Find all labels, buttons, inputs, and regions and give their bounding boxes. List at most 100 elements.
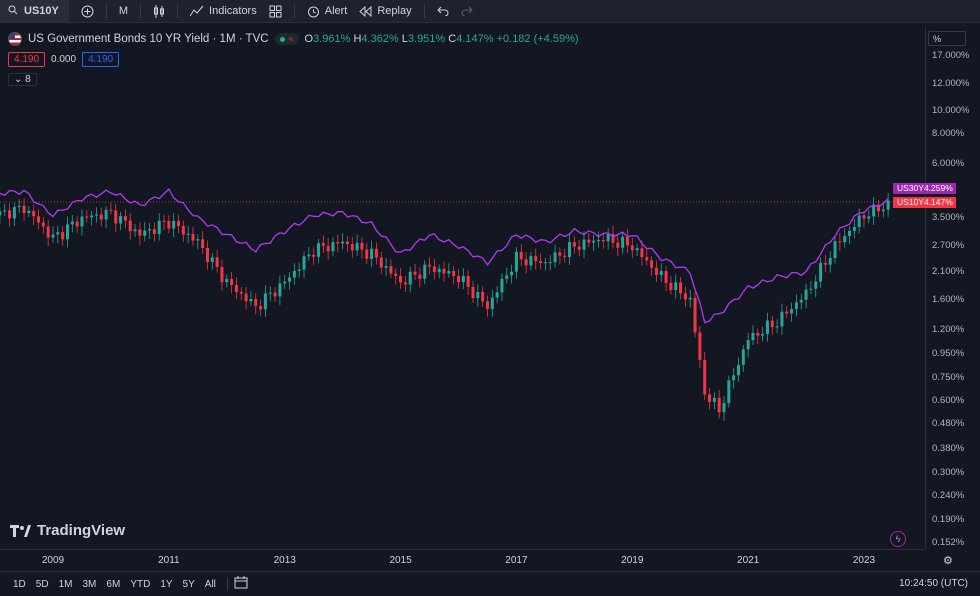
tradingview-logo: TradingView xyxy=(10,522,125,539)
ohlc-values: O3.961% H4.362% L3.951% C4.147% +0.182 (… xyxy=(304,33,579,45)
range-ytd[interactable]: YTD xyxy=(130,578,151,590)
candle-body xyxy=(703,359,707,395)
candle-body xyxy=(490,297,494,309)
y-tick-label: 2.700% xyxy=(932,240,965,251)
price-tag-us10y: US10Y 4.147% xyxy=(893,197,956,208)
candle-body xyxy=(384,266,388,268)
market-status[interactable]: ≈ xyxy=(274,33,299,45)
candle-body xyxy=(17,205,21,208)
candle-body xyxy=(389,266,393,274)
date-range-icon[interactable] xyxy=(234,576,248,592)
candle-body xyxy=(548,262,552,264)
candle-body xyxy=(471,286,475,299)
candle-body xyxy=(592,240,596,243)
candle-body xyxy=(674,282,678,291)
range-6m[interactable]: 6M xyxy=(106,578,121,590)
range-3m[interactable]: 3M xyxy=(82,578,97,590)
y-tick-label: 0.380% xyxy=(932,443,965,454)
candle-body xyxy=(56,232,60,235)
y-tick-label: 0.190% xyxy=(932,514,965,525)
y-tick-label: 6.000% xyxy=(932,158,965,169)
candle-body xyxy=(732,375,736,381)
candle-body xyxy=(360,242,364,250)
chevron-down-icon: ⌄ xyxy=(14,74,23,85)
candle-body xyxy=(297,269,301,272)
scale-mode-button[interactable]: % xyxy=(928,31,966,46)
price-chart[interactable] xyxy=(0,26,925,549)
candle-body xyxy=(736,364,740,376)
range-5d[interactable]: 5D xyxy=(35,578,49,590)
candle-body xyxy=(312,254,316,257)
symbol-search-button[interactable]: US10Y xyxy=(0,0,69,22)
chart-type-button[interactable] xyxy=(147,0,171,22)
candle-body xyxy=(123,216,127,221)
candle-body xyxy=(476,292,480,299)
candle-body xyxy=(423,264,427,279)
candle-body xyxy=(775,326,779,328)
candle-body xyxy=(403,282,407,285)
candle-body xyxy=(601,239,605,242)
settings-gear-icon[interactable]: ⚙ xyxy=(943,555,953,567)
time-axis[interactable]: 2009 2011 2013 2015 2017 2019 2021 2023 xyxy=(0,549,925,571)
top-toolbar: US10Y M Indicators Alert Replay xyxy=(0,0,980,23)
y-tick-label: 1.600% xyxy=(932,294,965,305)
range-1m[interactable]: 1M xyxy=(58,578,73,590)
y-tick-label: 0.240% xyxy=(932,490,965,501)
replay-button[interactable]: Replay xyxy=(353,0,417,22)
candle-body xyxy=(65,224,69,240)
candle-body xyxy=(41,222,45,227)
candle-body xyxy=(654,267,658,276)
y-tick-label: 2.100% xyxy=(932,266,965,277)
candle-body xyxy=(61,232,65,240)
candle-body xyxy=(46,226,50,238)
interval-button[interactable]: M xyxy=(113,0,134,22)
indicators-label: Indicators xyxy=(209,5,257,17)
alert-button[interactable]: Alert xyxy=(301,0,354,22)
candle-body xyxy=(418,274,422,279)
layouts-button[interactable] xyxy=(263,0,288,22)
ask-price[interactable]: 4.190 xyxy=(82,52,120,67)
range-1d[interactable]: 1D xyxy=(13,578,26,590)
candle-body xyxy=(355,242,359,251)
range-all[interactable]: All xyxy=(204,578,216,590)
candle-body xyxy=(804,289,808,300)
tag-symbol: US10Y xyxy=(897,197,924,207)
alarm-clock-icon xyxy=(307,5,320,18)
y-tick-label: 0.950% xyxy=(932,348,965,359)
candle-body xyxy=(770,320,774,328)
brand-name: TradingView xyxy=(37,522,126,539)
candle-body xyxy=(688,297,692,300)
lightning-icon[interactable]: ϟ xyxy=(890,531,906,547)
bid-price[interactable]: 4.190 xyxy=(8,52,46,67)
y-tick-label: 10.000% xyxy=(932,105,970,116)
range-5y[interactable]: 5Y xyxy=(182,578,195,590)
candle-body xyxy=(712,397,716,402)
candle-body xyxy=(577,246,581,250)
redo-button[interactable] xyxy=(455,0,479,22)
candle-body xyxy=(263,293,267,310)
undo-button[interactable] xyxy=(431,0,455,22)
candle-body xyxy=(365,249,369,259)
candle-body xyxy=(669,282,673,291)
price-axis[interactable]: 17.000% 12.000% 10.000% 8.000% 6.000% 3.500% 2… xyxy=(925,26,980,549)
bid-ask-row: 4.190 0.000 4.190 xyxy=(8,52,120,67)
candle-body xyxy=(70,221,74,225)
compare-button[interactable] xyxy=(75,0,100,22)
candle-body xyxy=(428,264,432,267)
candle-body xyxy=(350,243,354,251)
candle-body xyxy=(799,299,803,303)
candle-body xyxy=(119,216,123,224)
candle-body xyxy=(196,239,200,241)
candle-body xyxy=(514,251,518,272)
indicators-button[interactable]: Indicators xyxy=(184,0,263,22)
y-tick-label: 0.152% xyxy=(932,537,965,548)
divider xyxy=(226,577,228,591)
symbol-label: US10Y xyxy=(24,5,59,17)
candle-body xyxy=(828,258,832,265)
clock[interactable]: 10:24:50 (UTC) xyxy=(899,578,968,589)
candle-body xyxy=(437,268,441,273)
indicators-collapse-button[interactable]: ⌄ 8 xyxy=(8,73,37,86)
candle-body xyxy=(485,301,489,309)
candle-body xyxy=(635,248,639,251)
range-1y[interactable]: 1Y xyxy=(160,578,173,590)
